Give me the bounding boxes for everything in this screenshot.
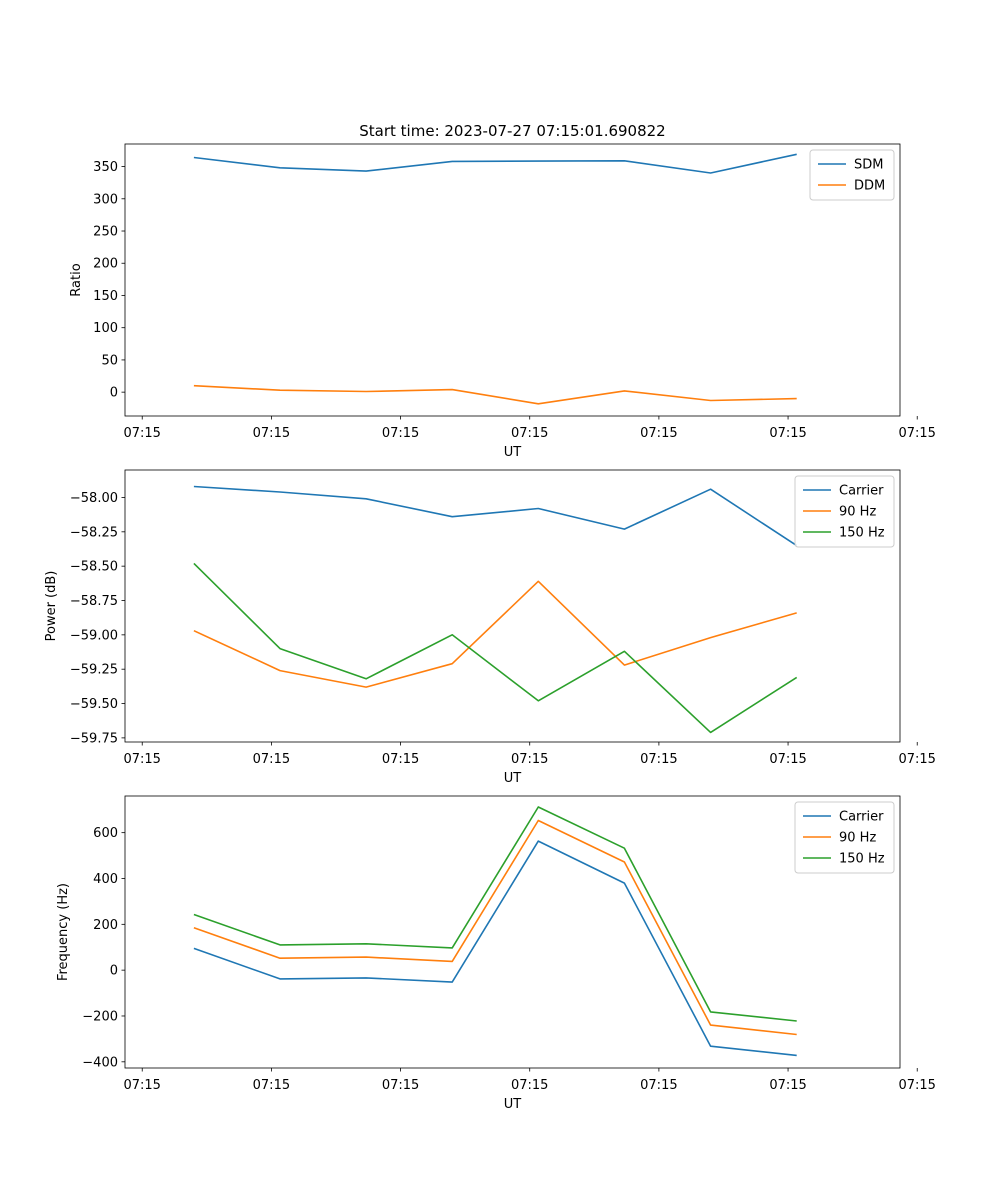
y-axis-label: Ratio: [69, 263, 84, 296]
x-axis-label: UT: [504, 771, 522, 786]
y-tick-label: 0: [110, 964, 118, 979]
plot-frame: [124, 795, 901, 1069]
x-tick-label: 07:15: [382, 752, 419, 767]
legend-label: 150 Hz: [839, 852, 885, 867]
x-tick-label: 07:15: [253, 752, 290, 767]
y-tick-label: −58.00: [70, 491, 118, 506]
x-tick-label: 07:15: [253, 426, 290, 441]
x-tick-label: 07:15: [123, 426, 160, 441]
legend-box: [809, 149, 895, 201]
y-tick-label: 150: [93, 289, 118, 304]
legend-label: Carrier: [839, 484, 884, 499]
legend-label: SDM: [854, 158, 883, 173]
legend: Carrier 90 Hz 150 Hz: [794, 475, 895, 548]
x-tick-label: 07:15: [511, 426, 548, 441]
x-axis-label: UT: [504, 445, 522, 460]
y-tick-label: 100: [93, 321, 118, 336]
y-tick-label: −58.75: [70, 594, 118, 609]
legend-label: 90 Hz: [839, 505, 876, 520]
y-tick-label: −400: [82, 1055, 118, 1070]
series-line-150-hz: [193, 806, 797, 1022]
plot-frame: [124, 143, 901, 417]
frequency-panel: −400 −200 0 200 400 600 07:15 07:15 07:15 07:15 07…: [56, 795, 936, 1112]
y-tick-label: −59.50: [70, 697, 118, 712]
x-tick-label: 07:15: [123, 1078, 160, 1093]
legend-label: DDM: [854, 179, 885, 194]
y-axis-label: Power (dB): [44, 571, 59, 642]
x-tick-label: 07:15: [123, 752, 160, 767]
y-tick-label: 300: [93, 192, 118, 207]
series-line-90-hz: [193, 580, 797, 688]
y-tick-label: 200: [93, 257, 118, 272]
y-tick-label: 350: [93, 160, 118, 175]
legend-label: 150 Hz: [839, 526, 885, 541]
x-tick-label: 07:15: [382, 426, 419, 441]
legend-label: 90 Hz: [839, 831, 876, 846]
legend-box: [794, 475, 895, 548]
x-tick-label: 07:15: [769, 752, 806, 767]
y-tick-label: −58.50: [70, 560, 118, 575]
x-tick-label: 07:15: [769, 1078, 806, 1093]
y-tick-label: −200: [82, 1009, 118, 1024]
figure-title: Start time: 2023-07-27 07:15:01.690822: [359, 122, 665, 140]
y-tick-label: −59.75: [70, 731, 118, 746]
x-tick-label: 07:15: [898, 426, 935, 441]
series-line-150-hz: [193, 562, 798, 734]
y-tick-label: 250: [93, 225, 118, 240]
x-tick-label: 07:15: [640, 1078, 677, 1093]
x-tick-label: 07:15: [898, 1078, 935, 1093]
x-tick-label: 07:15: [511, 1078, 548, 1093]
series-line-carrier: [193, 485, 798, 547]
x-tick-label: 07:15: [511, 752, 548, 767]
series-line-ddm: [193, 384, 797, 405]
legend-label: Carrier: [839, 810, 884, 825]
x-tick-label: 07:15: [769, 426, 806, 441]
legend-box: [794, 801, 895, 874]
y-tick-label: 200: [93, 918, 118, 933]
plot-frame: [124, 469, 901, 743]
series-line-carrier: [193, 840, 797, 1057]
legend: Carrier 90 Hz 150 Hz: [794, 801, 895, 874]
y-tick-label: −58.25: [70, 525, 118, 540]
y-tick-label: −59.00: [70, 628, 118, 643]
y-tick-label: 400: [93, 872, 118, 887]
x-tick-label: 07:15: [382, 1078, 419, 1093]
y-axis-label: Frequency (Hz): [56, 883, 71, 981]
y-tick-label: 50: [101, 353, 118, 368]
series-line-sdm: [193, 153, 797, 174]
x-tick-label: 07:15: [640, 426, 677, 441]
series-line-90-hz: [193, 819, 797, 1036]
legend: SDM DDM: [809, 149, 895, 201]
y-tick-label: 600: [93, 826, 118, 841]
x-axis-label: UT: [504, 1097, 522, 1112]
x-tick-label: 07:15: [640, 752, 677, 767]
power-panel: −58.00 −58.25 −58.50 −58.75 −59.00 −59.25 −59.…: [44, 469, 936, 786]
y-tick-label: −59.25: [70, 663, 118, 678]
x-tick-label: 07:15: [898, 752, 935, 767]
y-tick-label: 0: [110, 386, 118, 401]
x-tick-label: 07:15: [253, 1078, 290, 1093]
ratio-panel: 0 50 100 150 200 250 300 350 07:15 07:15 07:15 07:1…: [69, 143, 936, 460]
